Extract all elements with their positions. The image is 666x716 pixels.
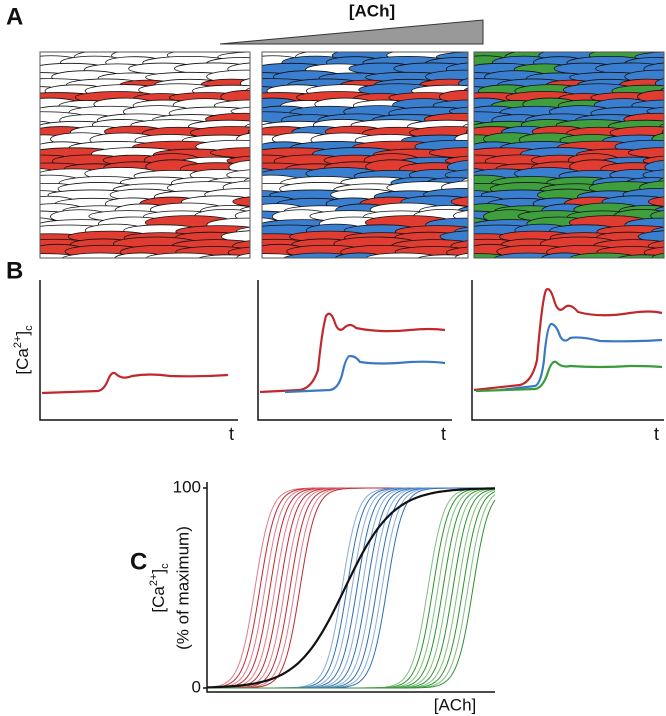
x-axis-label: t (229, 424, 234, 444)
dose-response-curve (207, 499, 496, 689)
cell (428, 147, 468, 159)
dose-response-curve (207, 487, 495, 689)
concentration-wedge (219, 19, 484, 45)
axis (39, 280, 238, 421)
trace (475, 360, 663, 393)
mosaic-frame (261, 51, 469, 259)
trace (284, 354, 446, 394)
y-tick-label: 100 (173, 477, 201, 496)
panel-label: B (6, 257, 23, 284)
gradient-label: [ACh] (349, 1, 395, 20)
panel-label: C (130, 548, 147, 575)
dose-response-curve (207, 491, 496, 689)
mosaic (40, 52, 250, 258)
x-axis-label: t (441, 424, 446, 444)
mosaic-frame (39, 51, 251, 259)
mosaic (262, 52, 468, 258)
y-tick-label: 0 (192, 677, 201, 696)
y-axis-label: [Ca2+]c (148, 563, 171, 613)
trace (499, 322, 663, 392)
x-axis-label: [ACh] (434, 695, 477, 714)
mosaic (474, 52, 664, 258)
axis (257, 280, 452, 421)
x-axis-label: t (654, 424, 659, 444)
y-axis-label: (% of maximum) (173, 526, 192, 650)
mosaic-frame (473, 51, 665, 259)
cell (627, 147, 664, 159)
trace-axes (39, 280, 664, 421)
calcium-traces (41, 288, 663, 395)
dose-response-curves (206, 487, 496, 689)
cell (232, 196, 250, 207)
trace (41, 371, 229, 395)
panel-label: A (6, 3, 23, 30)
trace (259, 312, 446, 394)
axis (206, 482, 495, 693)
cell (210, 147, 250, 159)
cell-mosaics (39, 51, 665, 259)
axis (471, 280, 664, 421)
cell (648, 196, 664, 207)
population-curve (206, 487, 495, 689)
y-axis-label: [Ca2+]c (12, 325, 35, 375)
trace (473, 288, 663, 392)
cell (450, 196, 468, 207)
